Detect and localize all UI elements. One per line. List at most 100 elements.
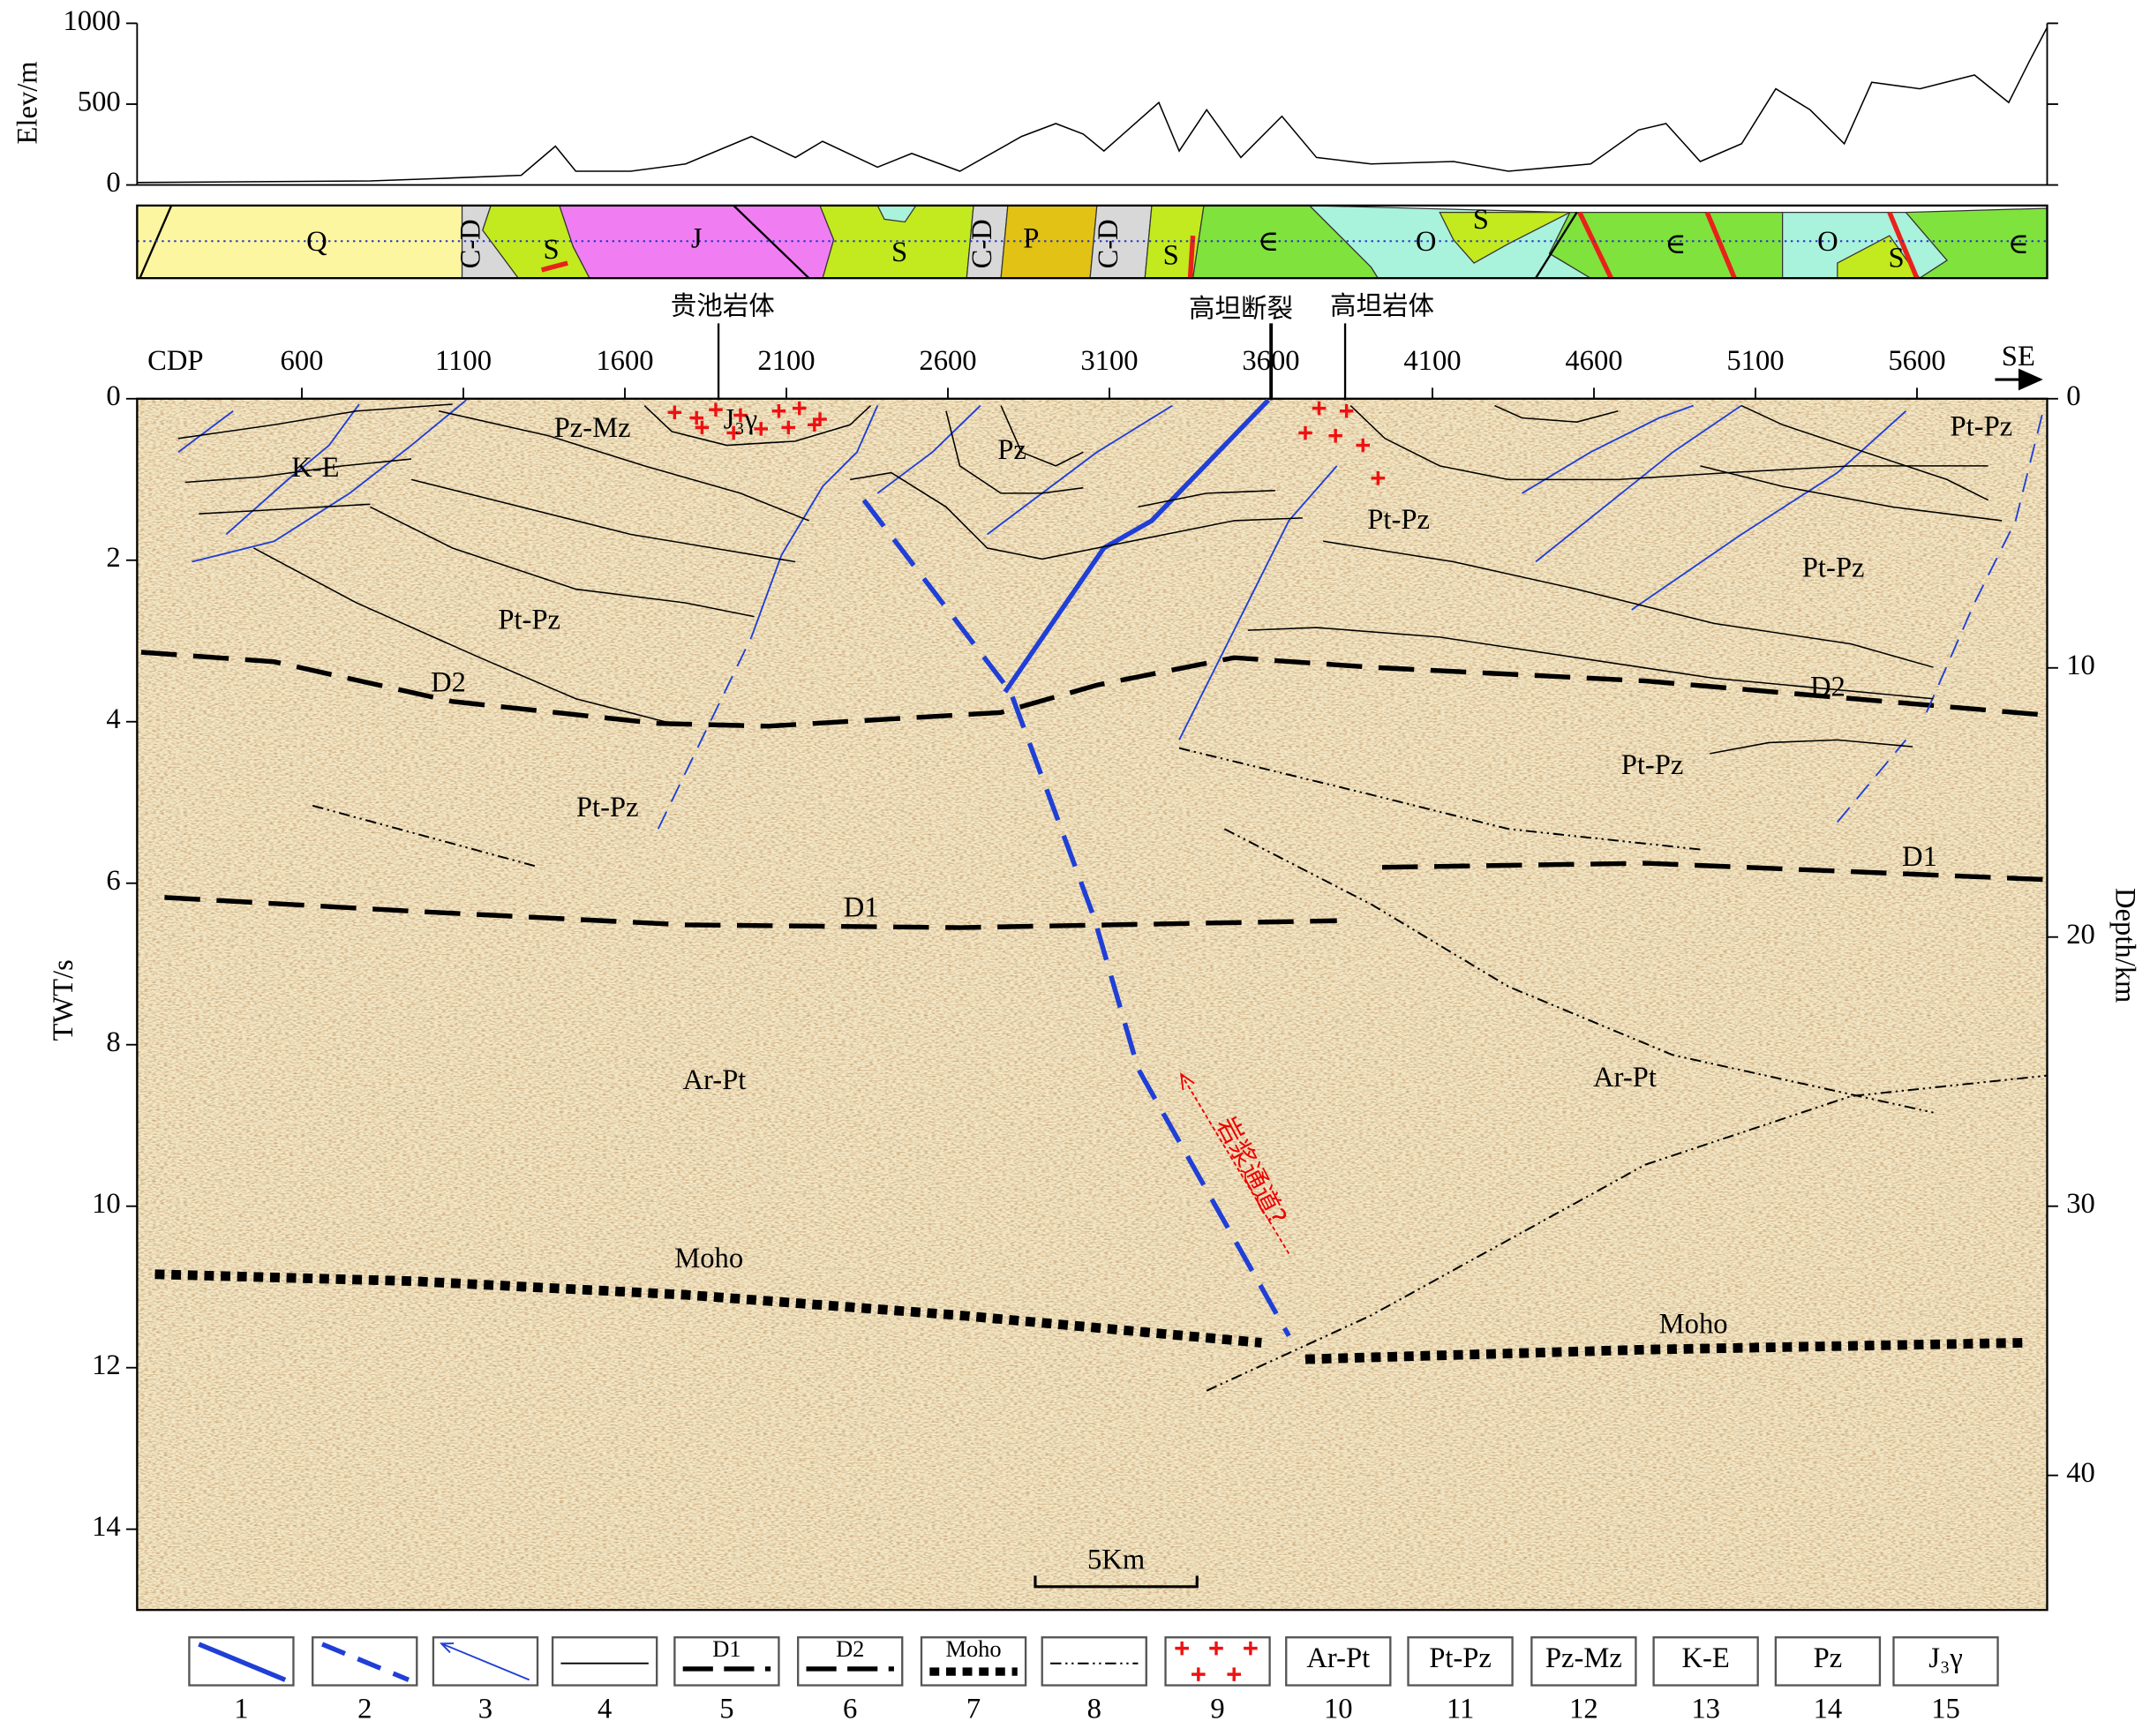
minor-fault: [1178, 465, 1338, 740]
annotation: Pt-Pz: [1367, 504, 1430, 536]
legend-swatch: [1192, 1667, 1206, 1681]
detachment: [1178, 747, 1701, 851]
callout: 高坦岩体: [1330, 290, 1434, 320]
legend-label: Pt-Pz: [1429, 1642, 1492, 1674]
seismic-texture: [137, 398, 2048, 1611]
granite-symbol: [667, 405, 682, 420]
x-tick-label: 1600: [596, 345, 653, 377]
x-tick-label: 3600: [1242, 345, 1299, 377]
y-tick-label: 0: [106, 167, 120, 199]
horizon: [1494, 404, 1619, 423]
y-axis-label: Elev/m: [12, 61, 44, 144]
x-tick-label: 5600: [1888, 345, 1945, 377]
annotation: D1: [1902, 841, 1937, 873]
strip-label: ∈: [1665, 229, 1686, 260]
minor-fault: [657, 636, 753, 830]
strip-fault: [733, 205, 810, 279]
granite-symbol: [792, 401, 807, 416]
x-tick-label: 2600: [919, 345, 976, 377]
horizon: [184, 458, 412, 484]
minor-fault: [750, 405, 879, 638]
legend-swatch: [1244, 1641, 1258, 1656]
legend-box: [1892, 1636, 1999, 1687]
legend-label: Ar-Pt: [1306, 1642, 1370, 1674]
legend-box: [1530, 1636, 1637, 1687]
horizon: [1700, 465, 2003, 522]
strip-unit: [136, 205, 463, 279]
horizon: [945, 410, 1084, 494]
annotation: K-E: [291, 452, 339, 484]
strip-fault: [540, 260, 568, 273]
legend-number: 15: [1931, 1694, 1960, 1725]
horizon: [438, 410, 809, 522]
minor-fault: [1925, 410, 2044, 713]
y-tick-label: 500: [78, 86, 121, 117]
legend-box: [673, 1636, 780, 1687]
legend-item: D1 5: [673, 1635, 780, 1725]
minor-fault: [225, 403, 360, 536]
granite-symbol: [1328, 428, 1342, 443]
horizon: [1349, 404, 1988, 481]
granite-symbol: [689, 410, 703, 425]
legend-item: J₃γ 15: [1892, 1636, 1999, 1725]
legend-number: 7: [966, 1694, 981, 1725]
strip-label: Q: [306, 226, 327, 258]
x-tick-label: 3100: [1080, 345, 1138, 377]
granite-symbol: [695, 420, 710, 435]
y2-tick-label: 10: [2066, 650, 2095, 681]
y-axis-label: TWT/s: [48, 959, 79, 1041]
legend-box: [1652, 1636, 1759, 1687]
annotation: Moho: [1659, 1308, 1728, 1340]
legend-number: 11: [1447, 1694, 1474, 1725]
y-tick-label: 1000: [63, 5, 120, 37]
legend-swatch: [321, 1642, 410, 1682]
moho: [154, 1269, 1262, 1348]
legend-box: [920, 1636, 1027, 1687]
horizon: [1138, 490, 1275, 508]
granite-symbol: [1312, 401, 1327, 416]
annotation: Pz-Mz: [554, 412, 631, 444]
y2-tick-label: 30: [2066, 1188, 2095, 1220]
minor-fault: [1521, 404, 1694, 494]
strip-label: ∈: [2008, 229, 2029, 260]
detachment: [1223, 828, 1934, 1114]
legend-swatch: [1227, 1667, 1241, 1681]
annotation: Pt-Pz: [498, 604, 560, 635]
legend-number: 9: [1210, 1694, 1224, 1725]
granite-symbol: [726, 425, 740, 440]
strip-frame: [136, 204, 2049, 280]
strip-label: C-D: [966, 219, 998, 268]
y-tick-label: 6: [106, 865, 120, 897]
minor-fault: [987, 404, 1173, 536]
y-tick-label: 12: [92, 1349, 121, 1381]
strip-fault: [1535, 212, 1578, 279]
legend-item: Pz-Mz 12: [1530, 1636, 1637, 1725]
y-tick-label: 10: [92, 1188, 121, 1220]
annotation: J₃γ: [724, 404, 757, 436]
strip-label: J: [691, 223, 703, 255]
legend-label: K-E: [1681, 1642, 1729, 1674]
legend-item: 4: [551, 1636, 658, 1725]
minor-fault: [177, 410, 234, 454]
legend-number: 3: [478, 1694, 492, 1725]
legend-item: 9: [1164, 1636, 1271, 1725]
scale-bar: [1034, 1575, 1199, 1589]
strip-fault: [1887, 211, 1920, 280]
legend-box: [1285, 1636, 1392, 1687]
strip-fault: [1187, 235, 1196, 279]
strip-label: C-D: [1093, 219, 1124, 268]
legend-item: Moho 7: [920, 1635, 1027, 1725]
granite-symbol: [1298, 425, 1312, 440]
strip-label: O: [1817, 226, 1838, 258]
horizon: [1323, 540, 1934, 668]
granite-symbol: [808, 417, 822, 432]
x-tick-label: 4100: [1403, 345, 1461, 377]
legend-number: 13: [1691, 1694, 1720, 1725]
strip-label: O: [1416, 226, 1437, 258]
horizon: [253, 547, 673, 725]
legend-number: 1: [234, 1694, 248, 1725]
annotation: Pt-Pz: [1951, 410, 2013, 442]
legend-label: D2: [836, 1635, 864, 1662]
legend-number: 12: [1569, 1694, 1598, 1725]
